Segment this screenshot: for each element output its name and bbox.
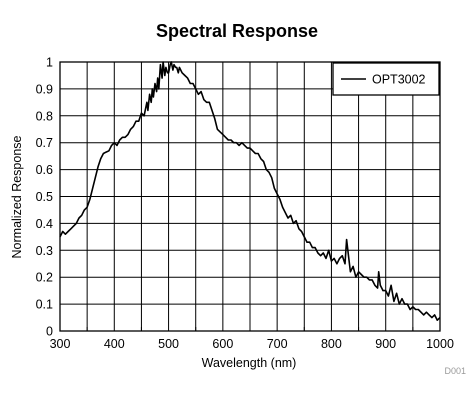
y-tick-label: 0	[46, 325, 53, 339]
y-tick-label: 0.5	[36, 190, 53, 204]
x-tick-label: 700	[267, 337, 288, 351]
x-tick-label: 900	[375, 337, 396, 351]
chart-title: Spectral Response	[156, 21, 318, 41]
x-tick-label: 600	[212, 337, 233, 351]
x-axis-label: Wavelength (nm)	[202, 356, 297, 370]
legend-label-opt3002: OPT3002	[372, 73, 426, 87]
x-tick-label: 500	[158, 337, 179, 351]
minor-ticks	[86, 327, 414, 331]
series-line-opt3002	[59, 61, 441, 321]
y-axis-tick-labels: 0 0.1 0.2 0.3 0.4 0.5 0.6 0.7 0.8 0.9 1	[36, 56, 53, 339]
y-tick-label: 1	[46, 56, 53, 70]
y-tick-label: 0.8	[36, 109, 53, 123]
y-axis-label: Normalized Response	[10, 135, 24, 258]
y-tick-label: 0.3	[36, 244, 53, 258]
y-tick-label: 0.9	[36, 82, 53, 96]
x-tick-label: 800	[321, 337, 342, 351]
y-tick-label: 0.2	[36, 271, 53, 285]
y-tick-label: 0.1	[36, 298, 53, 312]
x-tick-label: 1000	[426, 337, 454, 351]
y-tick-label: 0.6	[36, 163, 53, 177]
x-tick-label: 400	[104, 337, 125, 351]
legend: OPT3002	[332, 62, 440, 96]
y-tick-label: 0.7	[36, 136, 53, 150]
x-tick-label: 300	[50, 337, 71, 351]
figure-id-footnote: D001	[444, 366, 466, 376]
y-tick-label: 0.4	[36, 217, 53, 231]
x-axis-tick-labels: 300 400 500 600 700 800 900 1000	[50, 337, 454, 351]
